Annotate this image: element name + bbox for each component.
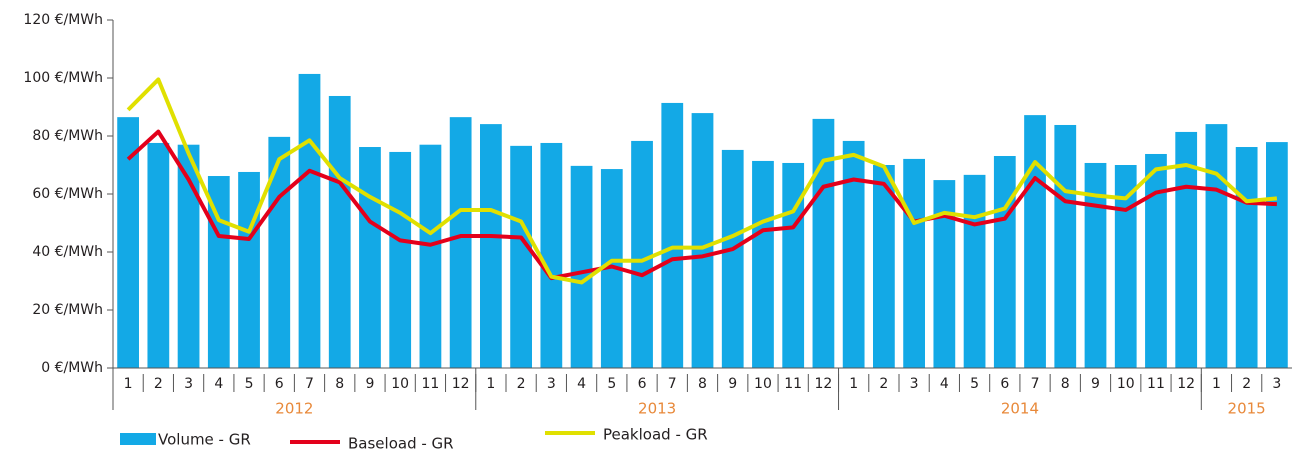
bar: [177, 144, 200, 368]
y-tick-label: 120 €/MWh: [23, 12, 103, 28]
bar: [903, 158, 925, 368]
bar: [298, 73, 321, 368]
bar: [631, 140, 653, 368]
x-tick-label: 1: [1212, 376, 1221, 392]
bar: [510, 145, 532, 368]
x-tick-label: 6: [275, 376, 284, 392]
bar: [661, 102, 684, 368]
bar: [359, 147, 381, 368]
bar: [1175, 131, 1198, 368]
year-label: 2012: [275, 400, 313, 418]
bar: [1145, 153, 1167, 368]
y-tick-label: 60 €/MWh: [32, 186, 103, 202]
bar: [963, 174, 986, 368]
legend-label: Baseload - GR: [348, 435, 454, 452]
bar: [933, 180, 956, 368]
x-tick-label: 3: [547, 376, 556, 392]
bar: [993, 156, 1016, 368]
line: [126, 77, 1278, 285]
year-label: 2015: [1228, 400, 1266, 418]
x-tick-label: 4: [214, 376, 223, 392]
x-tick-label: 9: [728, 376, 737, 392]
x-tick-label: 1: [486, 376, 495, 392]
bar: [1266, 142, 1288, 368]
year-label: 2014: [1001, 400, 1039, 418]
x-tick-label: 9: [366, 376, 375, 392]
x-tick-label: 3: [910, 376, 919, 392]
x-tick-label: 12: [815, 376, 833, 392]
x-tick-label: 4: [940, 376, 949, 392]
legend-swatch: [120, 433, 156, 445]
x-tick-label: 7: [668, 376, 677, 392]
x-tick-label: 2: [154, 376, 163, 392]
bar: [328, 95, 351, 368]
bar: [1205, 124, 1228, 368]
x-tick-label: 5: [245, 376, 254, 392]
x-tick-label: 11: [784, 376, 802, 392]
x-tick-label: 11: [1147, 376, 1165, 392]
line: [126, 129, 1277, 281]
x-tick-label: 12: [452, 376, 470, 392]
bar: [449, 117, 472, 369]
bar: [812, 118, 835, 368]
x-tick-label: 12: [1177, 376, 1195, 392]
x-tick-label: 8: [698, 376, 707, 392]
bar: [268, 136, 291, 368]
x-tick-label: 6: [1000, 376, 1009, 392]
bar: [1084, 162, 1107, 368]
bar: [480, 124, 502, 368]
x-tick-label: 10: [391, 376, 409, 392]
y-tick-label: 0 €/MWh: [41, 360, 103, 376]
x-tick-label: 4: [577, 376, 586, 392]
bar: [238, 171, 260, 368]
x-tick-label: 8: [335, 376, 344, 392]
bar: [540, 142, 563, 368]
bar: [147, 142, 170, 368]
x-tick-label: 7: [1031, 376, 1040, 392]
year-label: 2013: [638, 400, 676, 418]
x-tick-label: 2: [1242, 376, 1251, 392]
bar: [691, 113, 714, 368]
x-tick-label: 10: [1117, 376, 1135, 392]
bar: [1235, 147, 1258, 368]
bar: [752, 160, 774, 368]
x-tick-label: 11: [422, 376, 440, 392]
x-tick-label: 9: [1091, 376, 1100, 392]
bar: [389, 151, 412, 368]
x-tick-label: 7: [305, 376, 314, 392]
x-tick-label: 1: [849, 376, 858, 392]
bar: [117, 117, 139, 369]
legend-label: Peakload - GR: [603, 426, 708, 444]
y-tick-label: 80 €/MWh: [32, 128, 103, 144]
x-tick-label: 2: [517, 376, 526, 392]
x-tick-label: 5: [970, 376, 979, 392]
x-tick-label: 3: [1272, 376, 1281, 392]
y-tick-label: 100 €/MWh: [23, 70, 103, 86]
x-tick-label: 6: [638, 376, 647, 392]
bar: [1054, 124, 1077, 368]
bar: [873, 165, 895, 368]
x-tick-label: 5: [607, 376, 616, 392]
bar: [1114, 165, 1137, 368]
x-tick-label: 2: [879, 376, 888, 392]
x-tick-label: 3: [184, 376, 193, 392]
bar: [842, 140, 865, 368]
bar: [721, 149, 744, 368]
x-tick-label: 8: [1061, 376, 1070, 392]
bar: [1024, 115, 1046, 369]
x-tick-label: 10: [754, 376, 772, 392]
x-tick-label: 1: [124, 376, 133, 392]
bar: [570, 165, 593, 368]
bar: [782, 162, 805, 368]
legend-label: Volume - GR: [158, 431, 251, 449]
bar: [419, 144, 442, 368]
y-tick-label: 20 €/MWh: [32, 302, 103, 318]
y-tick-label: 40 €/MWh: [32, 244, 103, 260]
